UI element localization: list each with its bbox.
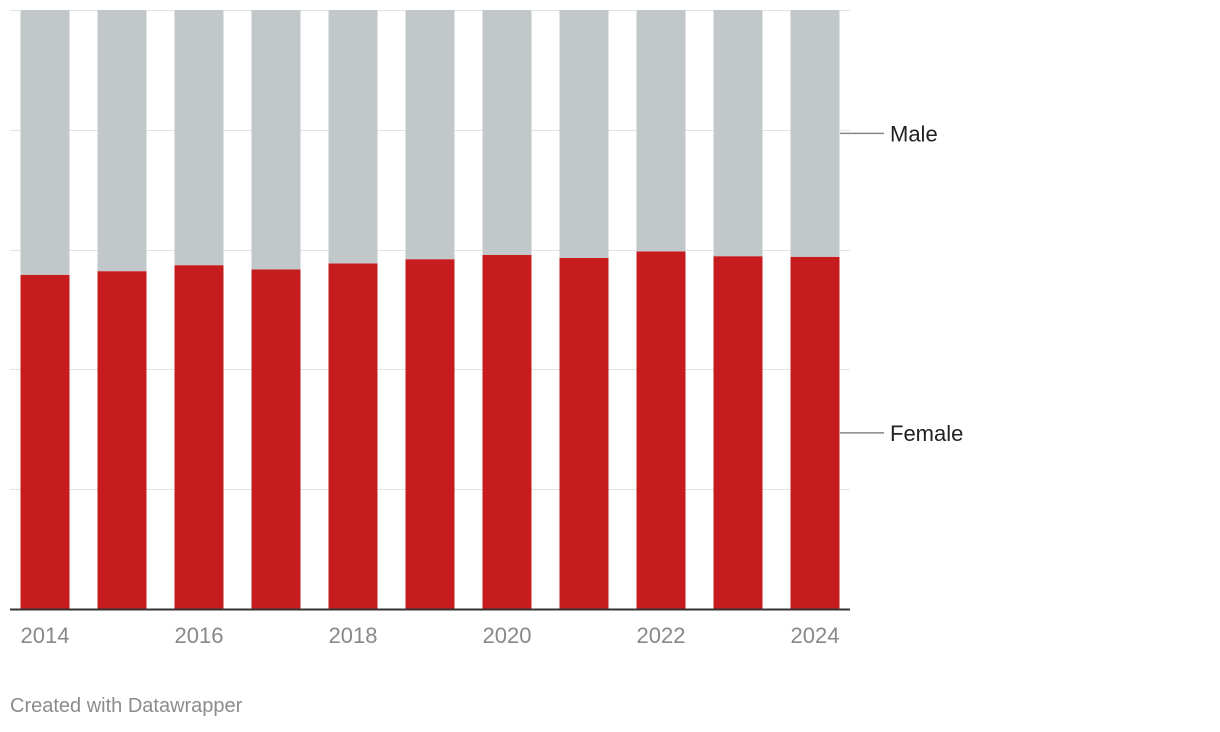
bar-female-2024 — [790, 256, 840, 609]
bar-male-2023 — [713, 10, 763, 257]
bar-male-2019 — [405, 10, 455, 260]
credit-text: Created with Datawrapper — [10, 695, 243, 717]
bar-male-2021 — [559, 10, 609, 258]
series-labels: Female Male — [840, 121, 963, 446]
x-axis-ticks: 2014 2016 2018 2020 2022 2024 — [21, 623, 840, 648]
bar-female-2022 — [636, 251, 686, 609]
series-label-male: Male — [890, 121, 938, 146]
bar-female-2015 — [97, 271, 147, 609]
bar-female-2014 — [20, 274, 70, 609]
x-tick-label: 2014 — [21, 623, 70, 648]
x-tick-label: 2022 — [637, 623, 686, 648]
bar-female-2018 — [328, 263, 378, 609]
x-tick-label: 2018 — [329, 623, 378, 648]
x-tick-label: 2024 — [791, 623, 840, 648]
bar-male-2018 — [328, 10, 378, 264]
bar-female-2021 — [559, 257, 609, 609]
bar-male-2022 — [636, 10, 686, 252]
bar-male-2014 — [20, 10, 70, 275]
series-label-female: Female — [890, 421, 963, 446]
stacked-bar-chart: 2014 2016 2018 2020 2022 2024 Female Male — [10, 10, 963, 648]
bar-male-2024 — [790, 10, 840, 257]
bar-male-2016 — [174, 10, 224, 266]
bar-female-2023 — [713, 256, 763, 609]
bar-female-2017 — [251, 269, 301, 609]
x-tick-label: 2016 — [175, 623, 224, 648]
bar-male-2017 — [251, 10, 301, 270]
bar-male-2015 — [97, 10, 147, 272]
bars — [20, 10, 840, 609]
bar-female-2020 — [482, 254, 532, 609]
x-tick-label: 2020 — [483, 623, 532, 648]
bar-female-2019 — [405, 259, 455, 609]
bar-female-2016 — [174, 265, 224, 609]
bar-male-2020 — [482, 10, 532, 255]
